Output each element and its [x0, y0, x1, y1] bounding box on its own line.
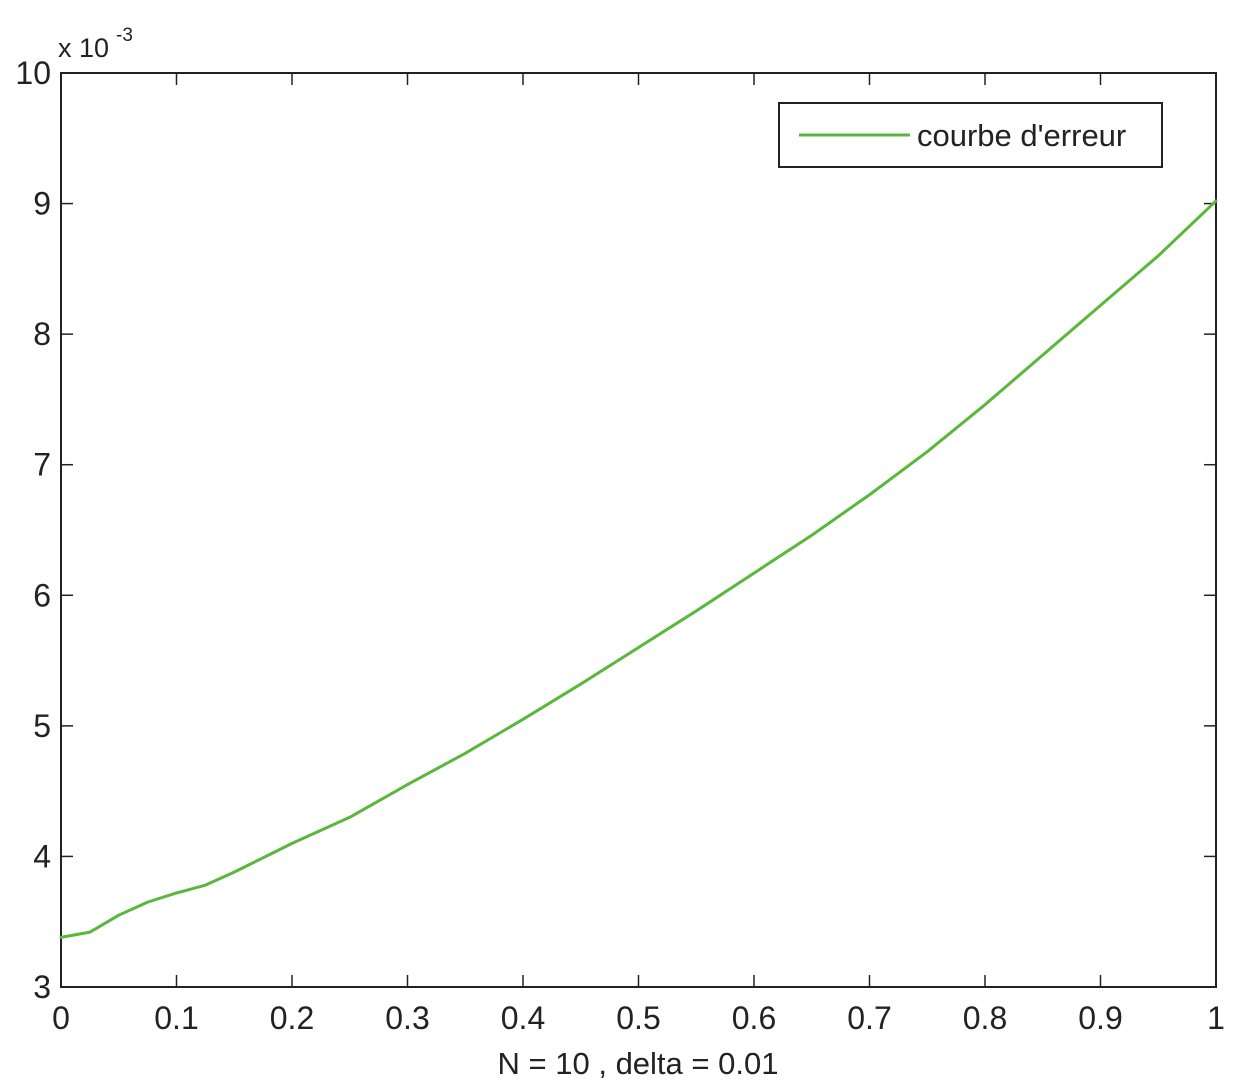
x-tick-label: 1 [1207, 1000, 1225, 1036]
x-tick-label: 0.6 [732, 1000, 776, 1036]
series-point [521, 718, 525, 721]
x-tick-label: 0.5 [616, 1000, 660, 1036]
series-point [1099, 304, 1102, 307]
x-tick-label: 0 [52, 1000, 70, 1036]
series-point [926, 450, 929, 453]
legend: courbe d'erreur [778, 102, 1163, 168]
x-tick-label: 0.7 [847, 1000, 891, 1036]
series-point [810, 534, 813, 537]
series-point [117, 913, 120, 917]
series-layer [59, 199, 1218, 939]
x-tick-label: 0.2 [270, 1000, 314, 1036]
y-exponent-power: -3 [116, 25, 133, 46]
y-tick-label: 7 [33, 447, 51, 483]
x-tick-label: 0.8 [963, 1000, 1007, 1036]
y-tick-label: 10 [15, 55, 51, 91]
y-tick-label: 3 [33, 969, 51, 1005]
series-point [579, 682, 582, 686]
y-tick-label: 6 [33, 577, 51, 613]
series-point [752, 571, 756, 575]
series-point [868, 493, 871, 496]
series-point [348, 816, 351, 819]
series-line [59, 199, 1218, 939]
x-axis-label: N = 10 , delta = 0.01 [498, 1046, 779, 1081]
series-point [1214, 199, 1218, 203]
series-point [983, 403, 987, 406]
x-axis-ticks: 0 0.1 0.2 0.3 0.4 0.5 0.6 0.7 0.8 0.9 1 [52, 73, 1225, 1036]
y-tick-label: 5 [33, 708, 51, 744]
series-point [146, 900, 149, 904]
series-point [406, 783, 409, 786]
series-point [290, 842, 294, 845]
x-tick-label: 0.4 [501, 1000, 545, 1036]
x-tick-label: 0.9 [1078, 1000, 1122, 1036]
series-point [88, 930, 92, 934]
series-point [233, 870, 236, 874]
series-point [204, 883, 207, 887]
series-point [1157, 254, 1160, 257]
legend-label: courbe d'erreur [917, 118, 1126, 153]
x-tick-label: 0.3 [385, 1000, 429, 1036]
x-tick-label: 0.1 [154, 1000, 198, 1036]
series-point [59, 936, 63, 939]
series-point [464, 752, 467, 755]
series-point [1041, 353, 1044, 357]
series-point [175, 891, 178, 895]
series-point [695, 609, 698, 613]
y-exponent-base: x 10 [58, 33, 109, 63]
y-axis-ticks: 3 4 5 6 7 8 9 10 [15, 55, 1216, 1005]
y-tick-label: 9 [33, 186, 51, 222]
series-point [637, 646, 640, 649]
y-tick-label: 4 [33, 838, 51, 874]
y-tick-label: 8 [33, 316, 51, 352]
plot-area [60, 72, 1217, 988]
